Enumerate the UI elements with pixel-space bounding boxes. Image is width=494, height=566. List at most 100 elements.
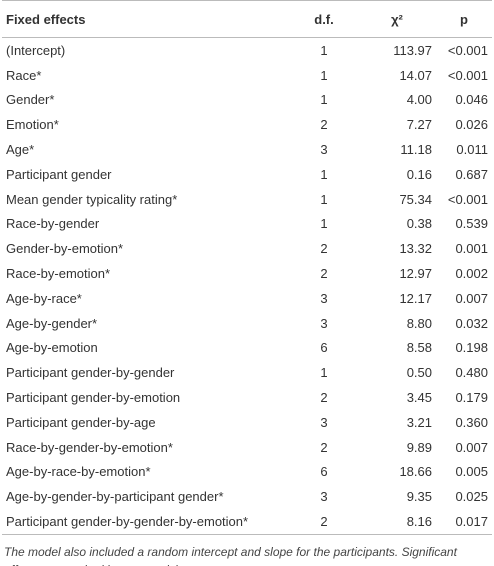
- table-cell: 0.025: [455, 489, 488, 505]
- table-cell: Race*: [6, 67, 42, 83]
- header-cell: χ²: [391, 11, 403, 27]
- table-cell: Participant gender-by-emotion: [6, 390, 181, 406]
- table-row: Age-by-race-by-emotion* 6 18.66 0.005: [2, 460, 492, 485]
- table-body: (Intercept) 1 113.97 <0.001 Race* 1 14.07 <0.00…: [2, 38, 492, 535]
- table-cell: Age-by-gender-by-participant gender*: [6, 489, 224, 505]
- table-row: Participant gender-by-age 3 3.21 0.360: [2, 410, 492, 435]
- table-cell: Race-by-gender-by-emotion*: [6, 439, 173, 455]
- table-row: Emotion* 2 7.27 0.026: [2, 112, 492, 137]
- table-cell: 13.32: [399, 241, 432, 257]
- table-row: Participant gender 1 0.16 0.687: [2, 162, 492, 187]
- table-row: Participant gender-by-gender 1 0.50 0.480: [2, 360, 492, 385]
- table-row: Gender* 1 4.00 0.046: [2, 88, 492, 113]
- table-cell: Participant gender: [6, 166, 112, 182]
- table-cell: 1: [320, 67, 328, 83]
- table-cell: 3.45: [406, 390, 432, 406]
- table-row: (Intercept) 1 113.97 <0.001: [2, 38, 492, 63]
- table-cell: 9.89: [406, 439, 432, 455]
- table-cell: 3: [320, 489, 328, 505]
- header-row: Fixed effects d.f. χ² p: [2, 0, 492, 38]
- table-cell: 14.07: [399, 67, 432, 83]
- table-cell: 113.97: [393, 42, 432, 58]
- table-cell: 8.58: [406, 340, 432, 356]
- table-cell: Age-by-emotion: [6, 340, 98, 356]
- table-cell: 75.34: [399, 191, 432, 207]
- table-cell: <0.001: [447, 42, 488, 58]
- table-cell: Gender-by-emotion*: [6, 241, 124, 257]
- table-cell: <0.001: [447, 191, 488, 207]
- table-cell: 0.002: [455, 266, 488, 282]
- table-cell: 2: [320, 266, 328, 282]
- table-cell: Race-by-gender: [6, 216, 100, 232]
- table-cell: 0.16: [406, 166, 432, 182]
- table-cell: 2: [320, 241, 328, 257]
- table-cell: <0.001: [447, 67, 488, 83]
- table-cell: 1: [320, 42, 328, 58]
- table-cell: 0.687: [455, 166, 488, 182]
- table-cell: 18.66: [399, 464, 432, 480]
- table-row: Race-by-gender 1 0.38 0.539: [2, 212, 492, 237]
- header-cell: d.f.: [314, 11, 334, 27]
- table-cell: 0.046: [455, 92, 488, 108]
- table-cell: 2: [320, 439, 328, 455]
- table-cell: 6: [320, 464, 328, 480]
- table-cell: Age-by-gender*: [6, 315, 98, 331]
- table-row: Age* 3 11.18 0.011: [2, 137, 492, 162]
- table-row: Age-by-gender-by-participant gender* 3 9.3…: [2, 484, 492, 509]
- table-cell: Participant gender-by-gender-by-emotion*: [6, 514, 249, 530]
- table-cell: 3.21: [406, 414, 432, 430]
- table-row: Race-by-gender-by-emotion* 2 9.89 0.007: [2, 435, 492, 460]
- table-cell: 0.179: [455, 390, 488, 406]
- table-cell: 0.032: [455, 315, 488, 331]
- table-cell: 1: [320, 92, 328, 108]
- table-cell: 8.16: [406, 514, 432, 530]
- table-cell: 0.001: [455, 241, 488, 257]
- table-cell: 0.026: [455, 117, 488, 133]
- table-cell: Age-by-race*: [6, 290, 82, 306]
- table-cell: 3: [320, 315, 328, 331]
- table-cell: 0.38: [406, 216, 432, 232]
- table-cell: 11.18: [400, 142, 432, 158]
- table-cell: Participant gender-by-age: [6, 414, 156, 430]
- table-cell: 9.35: [406, 489, 432, 505]
- table-cell: (Intercept): [6, 42, 66, 58]
- table-cell: 1: [320, 191, 328, 207]
- table-row: Age-by-gender* 3 8.80 0.032: [2, 311, 492, 336]
- table-cell: 1: [320, 365, 328, 381]
- table-row: Participant gender-by-emotion 2 3.45 0.179: [2, 385, 492, 410]
- table-cell: 1: [320, 216, 328, 232]
- table-cell: 0.198: [455, 340, 488, 356]
- table-cell: 6: [320, 340, 328, 356]
- table-cell: Race-by-emotion*: [6, 266, 111, 282]
- table-cell: Emotion*: [6, 117, 59, 133]
- table-cell: 4.00: [406, 92, 432, 108]
- table-cell: 0.539: [455, 216, 488, 232]
- header-cell: p: [460, 11, 468, 27]
- table-row: Age-by-race* 3 12.17 0.007: [2, 286, 492, 311]
- table-cell: 3: [320, 290, 328, 306]
- table-cell: 12.97: [399, 266, 432, 282]
- table-cell: 0.017: [455, 514, 488, 530]
- table-cell: 2: [320, 514, 328, 530]
- table-cell: 7.27: [406, 117, 432, 133]
- header-cell: Fixed effects: [6, 11, 86, 27]
- table-cell: Age-by-race-by-emotion*: [6, 464, 151, 480]
- table-cell: 0.50: [406, 365, 432, 381]
- table-row: Age-by-emotion 6 8.58 0.198: [2, 336, 492, 361]
- table-cell: Mean gender typicality rating*: [6, 191, 178, 207]
- footnote: The model also included a random interce…: [4, 544, 457, 566]
- table-cell: Gender*: [6, 92, 55, 108]
- table-cell: 3: [320, 414, 328, 430]
- table-cell: 0.005: [455, 464, 488, 480]
- table-cell: 0.011: [456, 142, 488, 158]
- table-row: Race* 1 14.07 <0.001: [2, 63, 492, 88]
- table-cell: 8.80: [406, 315, 432, 331]
- table-cell: 0.007: [455, 439, 488, 455]
- table-row: Race-by-emotion* 2 12.97 0.002: [2, 261, 492, 286]
- table-cell: 2: [320, 117, 328, 133]
- table-cell: 2: [320, 390, 328, 406]
- table-row: Mean gender typicality rating* 1 75.34 <0.0…: [2, 187, 492, 212]
- table-cell: 12.17: [399, 290, 432, 306]
- table-cell: 3: [320, 142, 328, 158]
